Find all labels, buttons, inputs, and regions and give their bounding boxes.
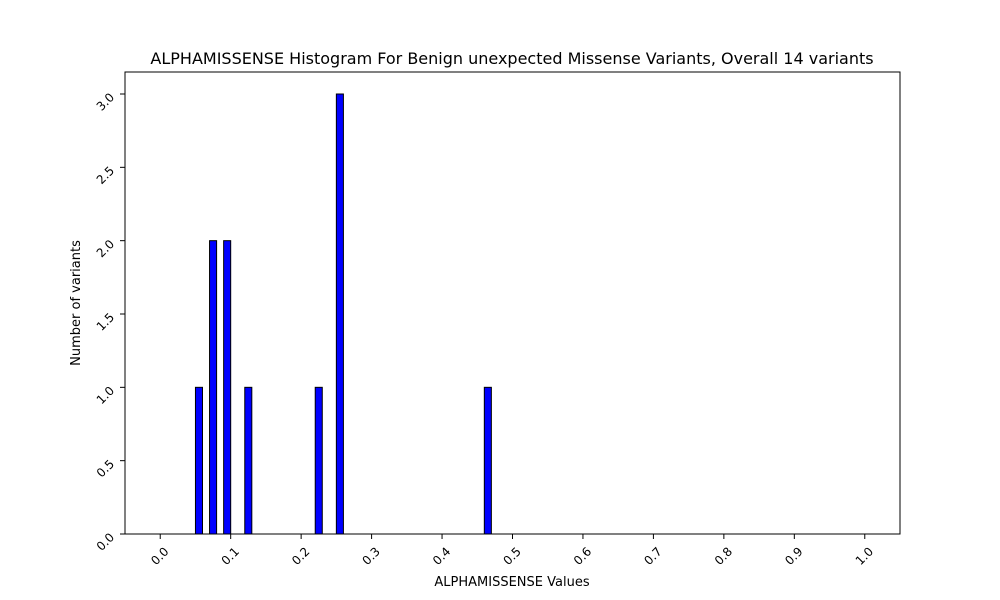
x-tick-label: 0.5 bbox=[500, 544, 523, 567]
histogram-bar bbox=[244, 386, 253, 535]
y-tick-label: 0.0 bbox=[94, 530, 117, 553]
x-axis-label: ALPHAMISSENSE Values bbox=[434, 575, 589, 590]
y-tick-label: 3.0 bbox=[94, 90, 117, 113]
y-tick-label: 1.5 bbox=[94, 310, 117, 333]
chart-title: ALPHAMISSENSE Histogram For Benign unexp… bbox=[150, 49, 873, 68]
bars-layer bbox=[160, 93, 865, 535]
x-tick-label: 0.1 bbox=[219, 544, 242, 567]
x-tick-label: 0.9 bbox=[782, 544, 805, 567]
x-tick-label: 1.0 bbox=[853, 544, 876, 567]
y-tick-label: 2.0 bbox=[94, 237, 117, 260]
x-tick-label: 0.2 bbox=[289, 544, 312, 567]
y-tick-label: 2.5 bbox=[94, 164, 117, 187]
histogram-bar bbox=[483, 386, 492, 535]
y-axis-ticks: 0.0 0.5 1.0 1.5 2.0 2.5 3.0 bbox=[94, 90, 125, 554]
x-tick-label: 0.4 bbox=[430, 544, 453, 567]
x-tick-label: 0.8 bbox=[712, 544, 735, 567]
x-tick-label: 0.7 bbox=[641, 544, 664, 567]
histogram-bar bbox=[194, 386, 203, 535]
histogram-bar bbox=[209, 240, 218, 535]
x-tick-label: 0.3 bbox=[360, 544, 383, 567]
y-tick-label: 1.0 bbox=[94, 384, 117, 407]
y-axis-label: Number of variants bbox=[69, 240, 84, 366]
y-tick-label: 0.5 bbox=[94, 457, 117, 480]
histogram-bar bbox=[223, 240, 232, 535]
plot-frame bbox=[124, 71, 901, 535]
x-tick-label: 0.6 bbox=[571, 544, 594, 567]
histogram-bar bbox=[335, 93, 344, 535]
histogram-bar bbox=[314, 386, 323, 535]
x-axis-ticks: 0.0 0.1 0.2 0.3 0.4 0.5 0.6 0.7 0.8 0.9 1.0 bbox=[148, 534, 876, 568]
x-tick-label: 0.0 bbox=[148, 544, 171, 567]
